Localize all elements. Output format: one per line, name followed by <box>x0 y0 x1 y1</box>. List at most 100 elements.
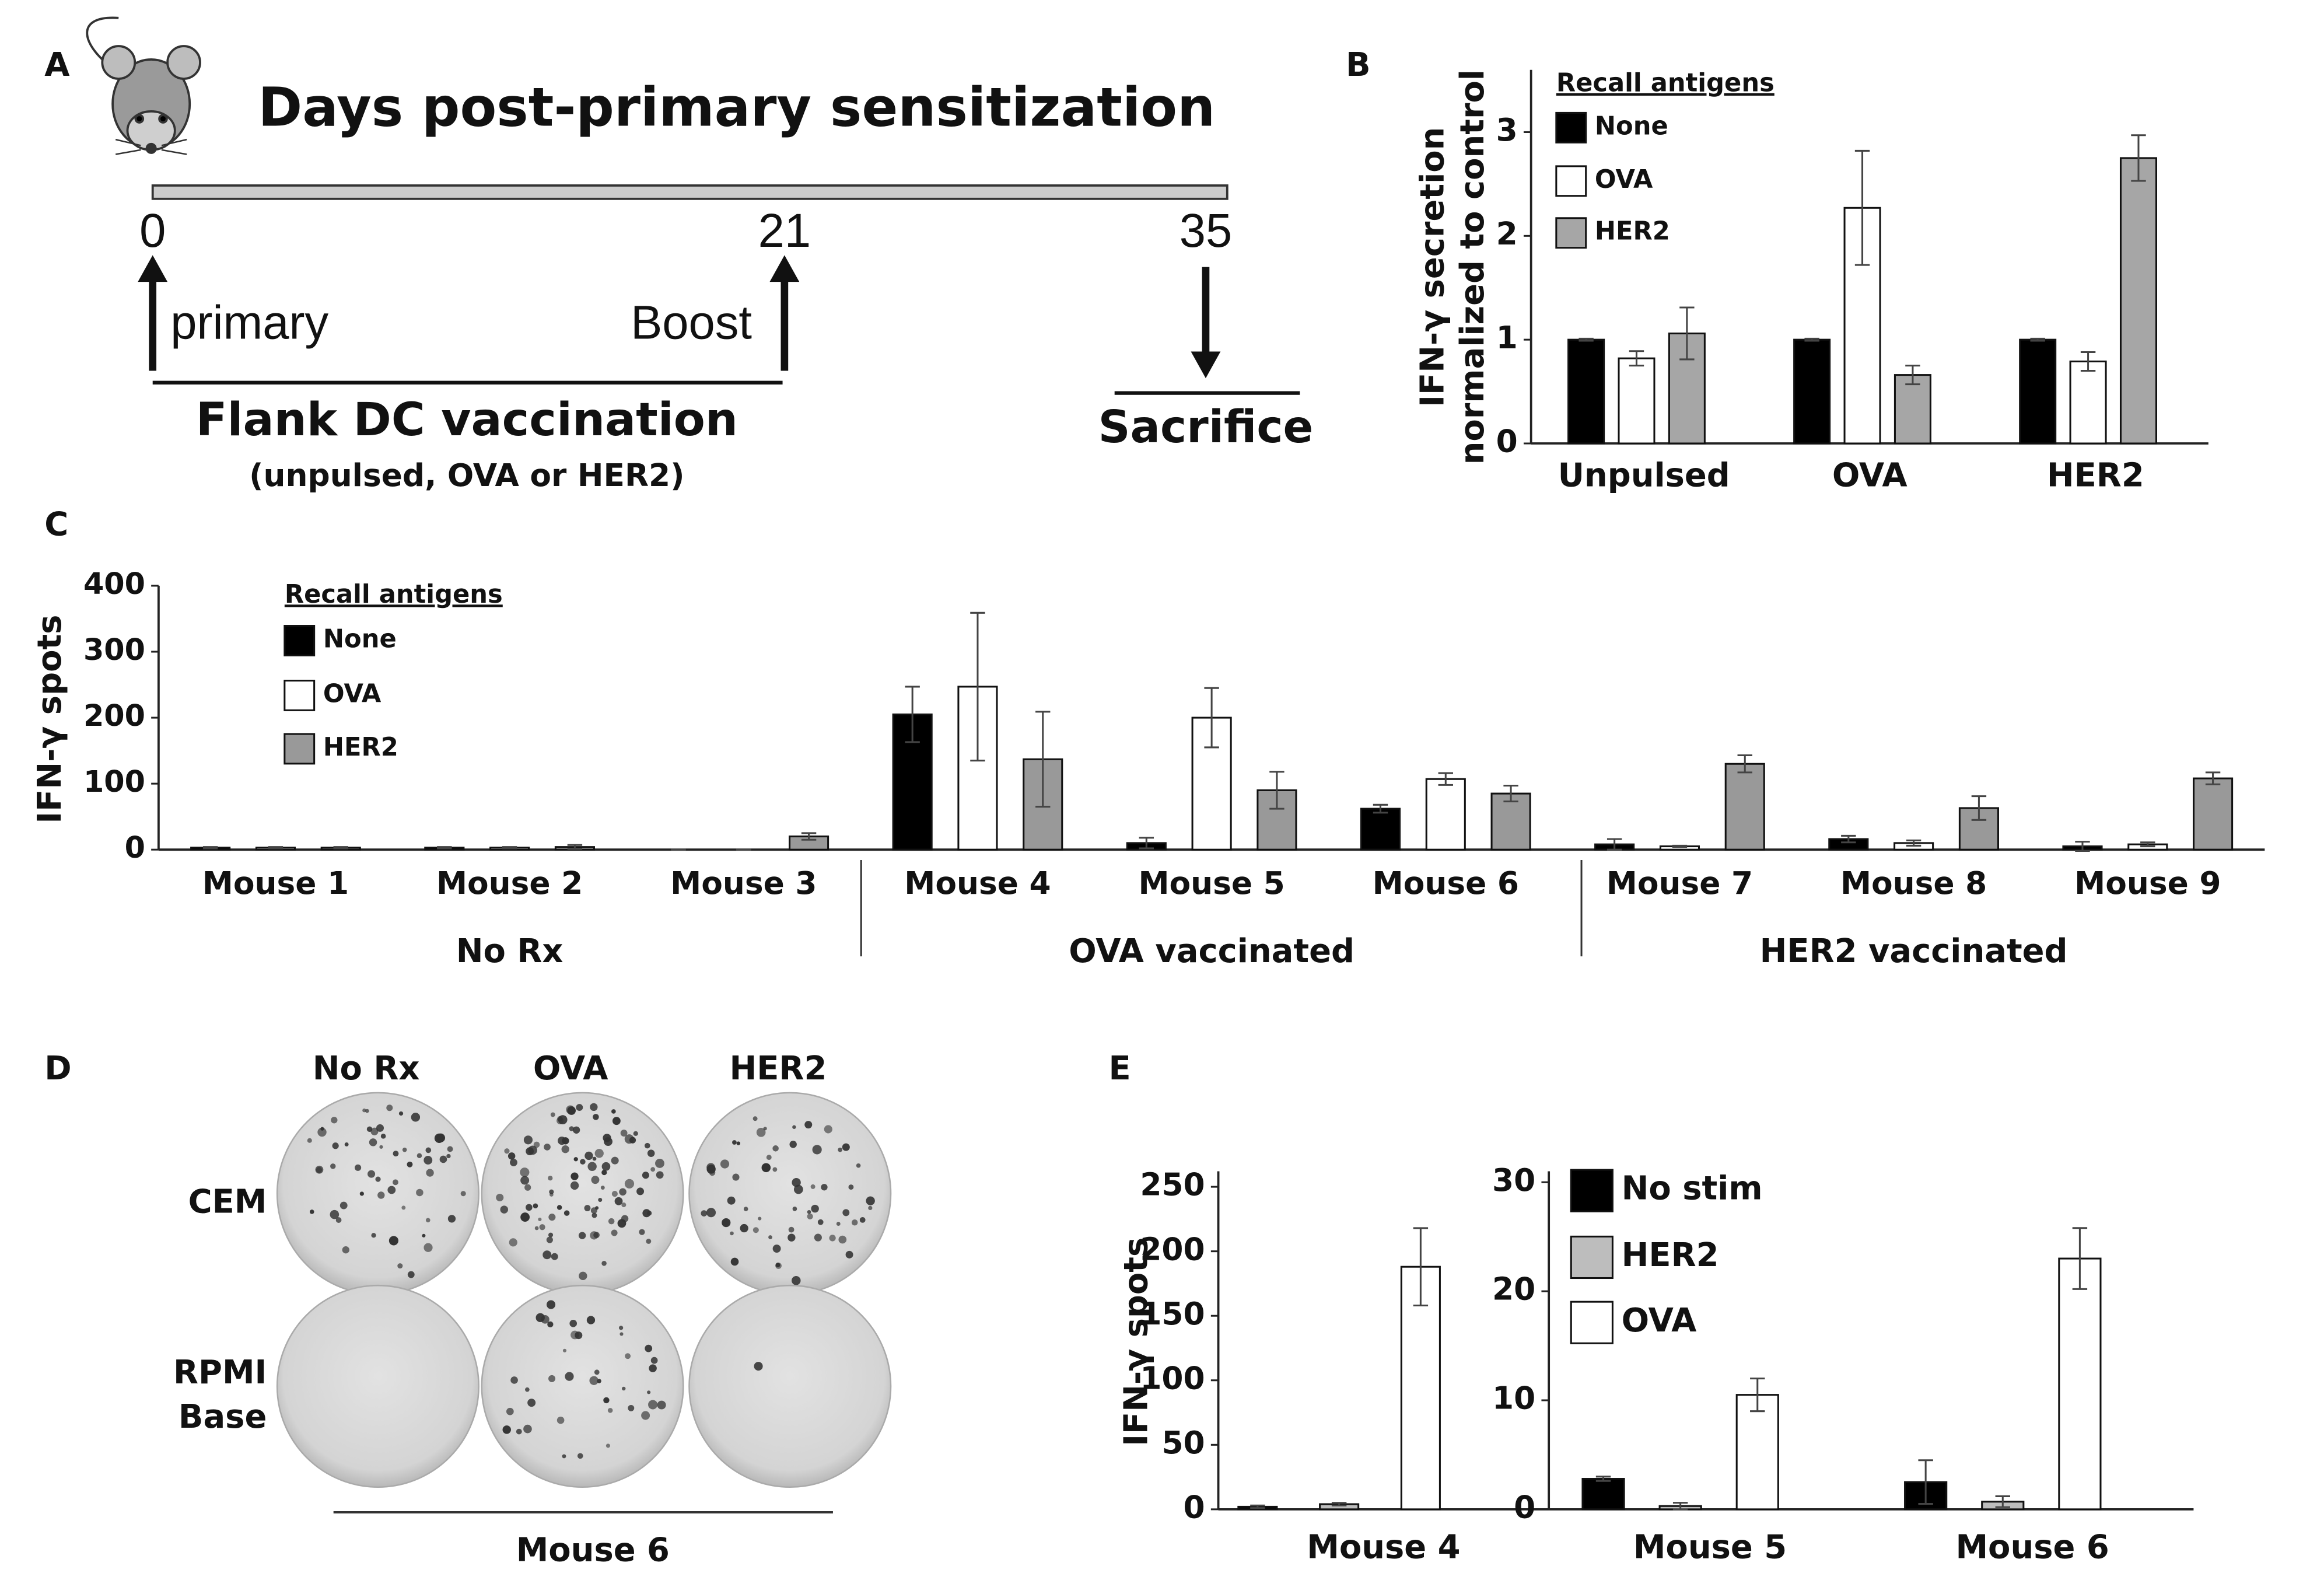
spot <box>509 1238 517 1247</box>
spot <box>369 1138 377 1146</box>
y-tick-label: 0 <box>1184 1489 1205 1526</box>
spot <box>402 1147 407 1152</box>
spot <box>370 1127 379 1135</box>
x-tick-label: Mouse 3 <box>670 865 817 901</box>
y-axis-label: normalized to control <box>1454 69 1492 464</box>
spot <box>578 1232 586 1239</box>
error-bar <box>970 611 985 762</box>
spot <box>587 1162 597 1171</box>
spot <box>752 1116 758 1121</box>
panel-label: A <box>44 46 69 84</box>
legend-swatch <box>284 733 316 765</box>
panel-label: E <box>1109 1050 1131 1088</box>
legend-swatch <box>284 680 316 711</box>
y-axis-label: IFN-γ secretion <box>1414 127 1452 407</box>
spot <box>768 1235 772 1239</box>
spot <box>547 1321 554 1327</box>
spot <box>594 1369 600 1375</box>
error-bar <box>202 846 218 850</box>
error-bar <box>1373 803 1388 814</box>
spot <box>548 1176 553 1181</box>
y-tick-label: 400 <box>83 567 145 601</box>
well <box>688 1284 892 1488</box>
spot <box>633 1131 638 1136</box>
spot <box>641 1411 650 1420</box>
error-bar <box>502 846 517 850</box>
spot <box>344 1142 349 1146</box>
row-label: RPMI <box>173 1354 267 1392</box>
spot <box>523 1135 533 1145</box>
spot <box>523 1424 532 1434</box>
bar <box>1400 1266 1441 1511</box>
spot <box>655 1159 664 1168</box>
spot <box>656 1171 664 1179</box>
spot <box>792 1178 801 1187</box>
well <box>481 1284 684 1488</box>
y-axis-label: IFN-γ spots <box>1117 1238 1155 1446</box>
spot <box>836 1222 841 1226</box>
spot <box>603 1134 611 1142</box>
spot <box>756 1127 766 1137</box>
spot <box>642 1209 651 1218</box>
spot <box>590 1207 597 1214</box>
spot <box>624 1134 634 1144</box>
spot <box>810 1184 816 1189</box>
y-tick-label: 0 <box>1496 423 1518 460</box>
spot <box>788 1226 794 1233</box>
error-bar <box>905 686 920 743</box>
event-label: primary <box>170 296 328 349</box>
timeline-title: Days post-primary sensitization <box>258 76 1215 139</box>
spot <box>807 1210 811 1214</box>
y-tick-label: 1 <box>1496 319 1518 356</box>
spot <box>619 1188 626 1196</box>
spot <box>793 1184 803 1194</box>
spot <box>526 1147 534 1155</box>
bar <box>1425 778 1466 851</box>
column-label: No Rx <box>313 1050 420 1088</box>
bar <box>1894 374 1931 445</box>
spot <box>576 1104 583 1111</box>
spot <box>388 1236 398 1246</box>
bar <box>2193 777 2234 851</box>
well <box>481 1092 684 1295</box>
spot <box>317 1127 327 1137</box>
spot <box>359 1191 364 1196</box>
spot <box>393 1151 399 1157</box>
spot <box>639 1229 645 1235</box>
spot <box>606 1443 610 1448</box>
spot <box>597 1379 601 1383</box>
legend-swatch <box>1555 165 1587 197</box>
bar <box>1490 792 1531 851</box>
spot <box>342 1246 349 1254</box>
spot <box>572 1126 580 1134</box>
spot <box>310 1210 314 1214</box>
spot <box>611 1109 616 1114</box>
spot <box>722 1218 731 1228</box>
spot <box>592 1212 597 1218</box>
spot <box>371 1233 376 1238</box>
spot <box>706 1208 716 1218</box>
group-label: OVA vaccinated <box>1069 932 1354 970</box>
spot <box>570 1172 579 1180</box>
spot <box>550 1112 555 1117</box>
spot <box>736 1141 741 1145</box>
error-bar <box>1503 785 1518 803</box>
spot <box>556 1205 562 1210</box>
spot <box>533 1141 540 1148</box>
spot <box>307 1138 312 1143</box>
spot <box>608 1218 615 1225</box>
spot <box>315 1165 324 1174</box>
x-tick-label: Mouse 5 <box>1633 1529 1787 1567</box>
error-bar <box>801 832 817 841</box>
spot <box>527 1399 536 1407</box>
spot <box>754 1362 763 1371</box>
timeline-caption: Flank DC vaccination <box>196 393 738 446</box>
y-tick-label: 100 <box>1140 1359 1205 1396</box>
spot <box>706 1165 716 1174</box>
error-bar <box>1750 1378 1765 1413</box>
spot <box>424 1156 433 1165</box>
legend-title: Recall antigens <box>1556 69 1774 98</box>
y-axis-label: IFN-γ spots <box>31 615 69 824</box>
spot <box>544 1144 551 1151</box>
